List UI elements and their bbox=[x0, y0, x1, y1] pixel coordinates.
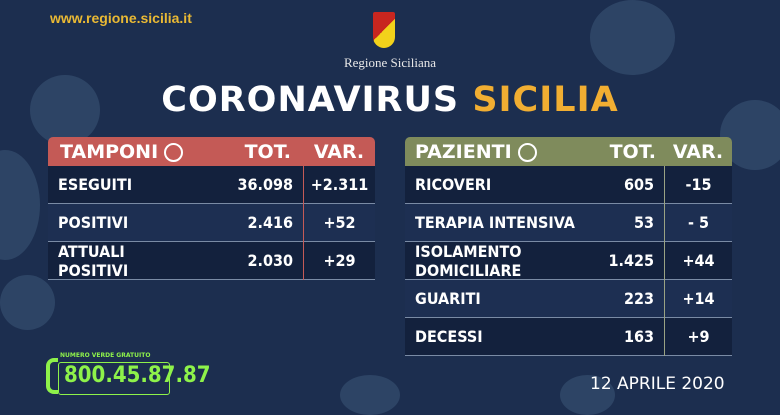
row-variation: +29 bbox=[303, 241, 375, 280]
table-row: TERAPIA INTENSIVA 53 - 5 bbox=[405, 203, 732, 242]
row-label: GUARITI bbox=[415, 289, 481, 308]
website-link[interactable]: www.regione.sicilia.it bbox=[50, 10, 192, 26]
table-row: POSITIVI 2.416 +52 bbox=[48, 203, 375, 242]
pazienti-header: PAZIENTI TOT. VAR. bbox=[405, 137, 732, 166]
pazienti-title-text: PAZIENTI bbox=[415, 140, 512, 163]
row-total: 2.416 bbox=[247, 213, 293, 232]
row-total: 1.425 bbox=[608, 251, 654, 270]
col-tot: TOT. bbox=[244, 140, 291, 163]
row-variation: +2.311 bbox=[303, 165, 375, 204]
row-total: 2.030 bbox=[247, 251, 293, 270]
row-total: 223 bbox=[623, 289, 654, 308]
title-white: CORONAVIRUS bbox=[161, 80, 460, 120]
table-row: ATTUALI POSITIVI 2.030 +29 bbox=[48, 241, 375, 280]
report-date: 12 APRILE 2020 bbox=[590, 374, 725, 394]
virus-decoration bbox=[340, 375, 400, 415]
col-var: VAR. bbox=[672, 140, 724, 163]
phone-box bbox=[58, 362, 170, 395]
row-label: RICOVERI bbox=[415, 175, 492, 194]
row-variation: +52 bbox=[303, 203, 375, 242]
virus-decoration bbox=[590, 0, 675, 75]
row-label: POSITIVI bbox=[58, 213, 129, 232]
table-row: RICOVERI 605 -15 bbox=[405, 165, 732, 204]
row-variation: +9 bbox=[664, 317, 732, 356]
row-variation: +44 bbox=[664, 241, 732, 280]
tamponi-table: TAMPONI TOT. VAR. ESEGUITI 36.098 +2.311… bbox=[48, 137, 375, 280]
row-total: 605 bbox=[623, 175, 654, 194]
row-total: 163 bbox=[623, 327, 654, 346]
row-variation: - 5 bbox=[664, 203, 732, 242]
table-row: ESEGUITI 36.098 +2.311 bbox=[48, 165, 375, 204]
table-row: GUARITI 223 +14 bbox=[405, 279, 732, 318]
row-variation: -15 bbox=[664, 165, 732, 204]
row-total: 53 bbox=[633, 213, 654, 232]
tamponi-title: TAMPONI bbox=[48, 141, 193, 163]
row-label: ISOLAMENTO DOMICILIARE bbox=[415, 241, 522, 280]
region-coat-of-arms-logo bbox=[373, 12, 395, 48]
person-icon bbox=[517, 142, 537, 162]
virus-decoration bbox=[0, 275, 55, 330]
row-total: 36.098 bbox=[237, 175, 293, 194]
region-name: Regione Siciliana bbox=[343, 55, 437, 70]
row-label: TERAPIA INTENSIVA bbox=[415, 213, 575, 232]
row-label: DECESSI bbox=[415, 327, 483, 346]
swab-icon bbox=[164, 142, 184, 162]
virus-decoration bbox=[30, 75, 100, 145]
phone-number: 800.45.87.87 bbox=[64, 363, 211, 388]
col-var: VAR. bbox=[313, 140, 365, 163]
table-row: ISOLAMENTO DOMICILIARE 1.425 +44 bbox=[405, 241, 732, 280]
row-label: ESEGUITI bbox=[58, 175, 133, 194]
row-variation: +14 bbox=[664, 279, 732, 318]
pazienti-table: PAZIENTI TOT. VAR. RICOVERI 605 -15 TERAP… bbox=[405, 137, 732, 356]
tamponi-title-text: TAMPONI bbox=[60, 140, 159, 163]
phone-icon bbox=[46, 358, 58, 394]
page-title: CORONAVIRUS SICILIA bbox=[0, 80, 780, 120]
title-yellow: SICILIA bbox=[472, 80, 619, 120]
phone-label: NUMERO VERDE GRATUITO bbox=[60, 352, 151, 359]
col-tot: TOT. bbox=[609, 140, 656, 163]
pazienti-title: PAZIENTI bbox=[405, 141, 584, 163]
table-row: DECESSI 163 +9 bbox=[405, 317, 732, 356]
row-label: ATTUALI POSITIVI bbox=[58, 241, 129, 280]
virus-decoration bbox=[0, 150, 40, 260]
tamponi-header: TAMPONI TOT. VAR. bbox=[48, 137, 375, 166]
